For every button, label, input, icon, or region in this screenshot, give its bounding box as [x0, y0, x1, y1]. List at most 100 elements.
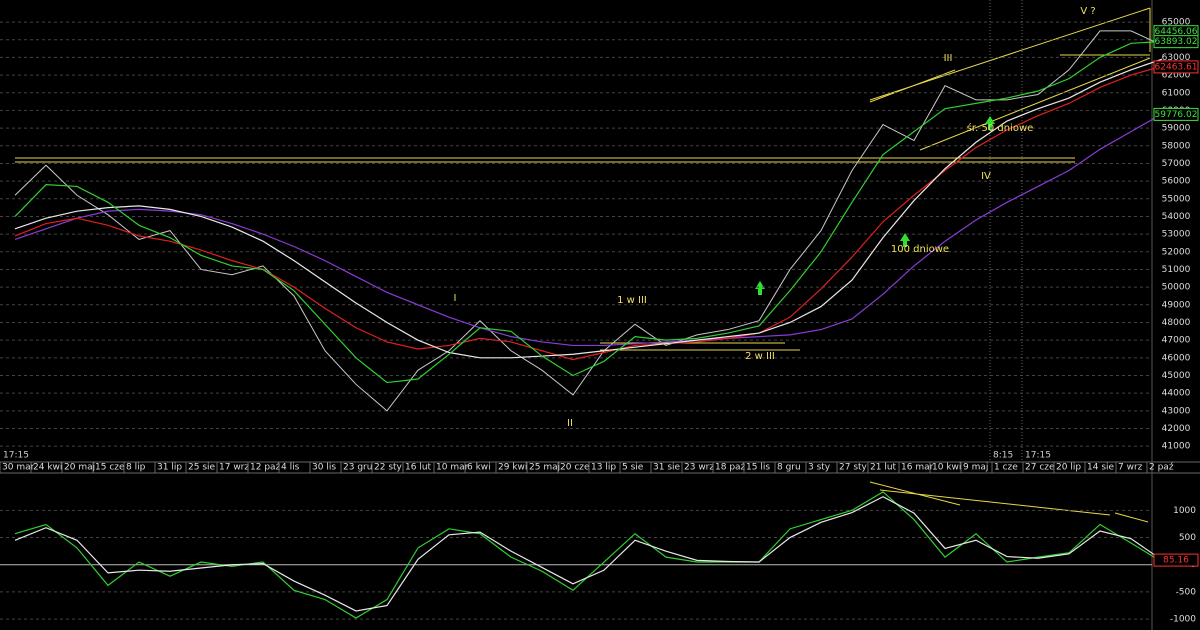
y-tick-label: 41000: [1162, 442, 1191, 452]
x-tick-label: 9 maj: [963, 463, 988, 473]
series-line: [14, 491, 1163, 619]
y-tick-label: 47000: [1162, 336, 1191, 346]
price-badge: [1153, 60, 1199, 74]
annotation: 100 dniowe: [891, 244, 949, 255]
price-badge: [1153, 553, 1199, 567]
x-tick-label: 13 lip: [591, 463, 616, 473]
series-line: [14, 113, 1163, 347]
y-tick-label: -1000: [1170, 615, 1196, 625]
price-badge-label: 63893.02: [1155, 37, 1198, 47]
y-tick-label: 43000: [1162, 406, 1191, 416]
y-tick-label: 45000: [1162, 371, 1191, 381]
y-tick-label: 500: [1179, 533, 1196, 543]
x-tick-label: 18 paź: [715, 463, 746, 473]
x-tick-label: 24 kwi: [33, 463, 62, 473]
x-tick-label: 31 sie: [653, 463, 681, 473]
x-tick-label: 31 lip: [157, 463, 182, 473]
x-tick-label: 14 sie: [1087, 463, 1115, 473]
x-tick-label: 23 wrz: [684, 463, 714, 473]
y-tick-label: 63000: [1162, 53, 1191, 63]
trend-line: [919, 57, 1151, 151]
y-tick-label: 65000: [1162, 18, 1191, 28]
arrow: [985, 116, 995, 130]
x-tick-label: 5 sie: [622, 463, 644, 473]
series-line: [14, 65, 1163, 361]
annotation: V ?: [1080, 6, 1095, 17]
x-tick-label: 16 mar: [901, 463, 934, 473]
annotation: śr. 50 dniowe: [967, 122, 1034, 134]
x-tick-label: 1 cze: [994, 463, 1018, 473]
arrow: [900, 233, 910, 247]
series-line: [14, 40, 1163, 384]
series-line: [14, 58, 1163, 359]
arrows: [755, 116, 995, 295]
y-tick-label: 59000: [1162, 124, 1191, 134]
y-tick-label: 58000: [1162, 141, 1191, 151]
y-tick-label: 50000: [1162, 283, 1191, 293]
y-tick-label: 54000: [1162, 212, 1191, 222]
y-tick-label: -500: [1176, 587, 1197, 597]
trend-line: [869, 7, 1151, 101]
y-tick-label: 48000: [1162, 318, 1191, 328]
price-badge-label: 85.16: [1163, 556, 1189, 566]
y-tick-label: 57000: [1162, 159, 1191, 169]
y-tick-label: 56000: [1162, 177, 1191, 187]
x-tick-label: 20 cze: [560, 463, 590, 473]
x-tick-label: 25 maj: [529, 463, 560, 473]
annotation: III: [944, 53, 953, 64]
x-tick-label: 27 sty: [839, 463, 868, 473]
osc-trend-line: [879, 489, 1111, 516]
x-tick-label: 20 lip: [1056, 463, 1081, 473]
x-tick-label: 16 lut: [405, 463, 432, 473]
price-badge-label: 62463.61: [1155, 62, 1198, 72]
x-tick-label: 21 lut: [870, 463, 897, 473]
x-tick-label: 3 sty: [808, 463, 831, 473]
annotation: II: [567, 418, 573, 429]
x-tick-label: 4 lis: [281, 463, 300, 473]
series-line: [14, 496, 1163, 612]
y-tick-label: 49000: [1162, 300, 1191, 310]
x-tick-label: 15 lis: [746, 463, 770, 473]
x-tick-label: 8 gru: [777, 463, 801, 473]
x-tick-label: 23 gru: [343, 463, 372, 473]
x-tick-label: 30 mar: [2, 463, 35, 473]
annotation: 2 w III: [745, 351, 775, 362]
annotation: 8:15: [993, 451, 1013, 461]
x-tick-label: 15 cze: [95, 463, 125, 473]
osc-trend-line: [1114, 512, 1149, 523]
y-tick-label: 42000: [1162, 424, 1191, 434]
y-tick-label: 62000: [1162, 71, 1191, 81]
x-tick-label: 17 wrz: [219, 463, 249, 473]
annotation: 1 w III: [617, 295, 647, 306]
y-tick-label: 44000: [1162, 389, 1191, 399]
y-tick-label: 51000: [1162, 265, 1191, 275]
series-line: [14, 30, 1163, 412]
y-tick-label: 52000: [1162, 247, 1191, 257]
x-tick-label: 8 lip: [126, 463, 146, 473]
x-tick-label: 7 wrz: [1118, 463, 1143, 473]
x-tick-label: 27 cze: [1025, 463, 1055, 473]
annotation: IV: [981, 171, 991, 182]
y-tick-label: 61000: [1162, 88, 1191, 98]
arrow: [755, 281, 765, 295]
x-tick-label: 20 maj: [64, 463, 95, 473]
price-badge: [1153, 35, 1199, 49]
x-tick-label: 2 paź: [1149, 463, 1174, 473]
annotation: 17:15: [3, 451, 29, 461]
y-tick-label: 55000: [1162, 194, 1191, 204]
x-tick-label: 25 sie: [188, 463, 216, 473]
price-badge-label: 64456.06: [1155, 27, 1198, 37]
y-tick-label: 1000: [1173, 506, 1196, 516]
annotation: 17:15: [1025, 451, 1051, 461]
x-tick-label: 12 paź: [250, 463, 281, 473]
x-tick-label: 10 mar: [436, 463, 469, 473]
x-tick-label: 22 sty: [374, 463, 403, 473]
y-tick-label: 53000: [1162, 230, 1191, 240]
price-badge: [1153, 107, 1199, 121]
x-tick-label: 30 lis: [312, 463, 336, 473]
x-tick-label: 10 kwi: [932, 463, 961, 473]
x-tick-label: 29 kwi: [498, 463, 527, 473]
